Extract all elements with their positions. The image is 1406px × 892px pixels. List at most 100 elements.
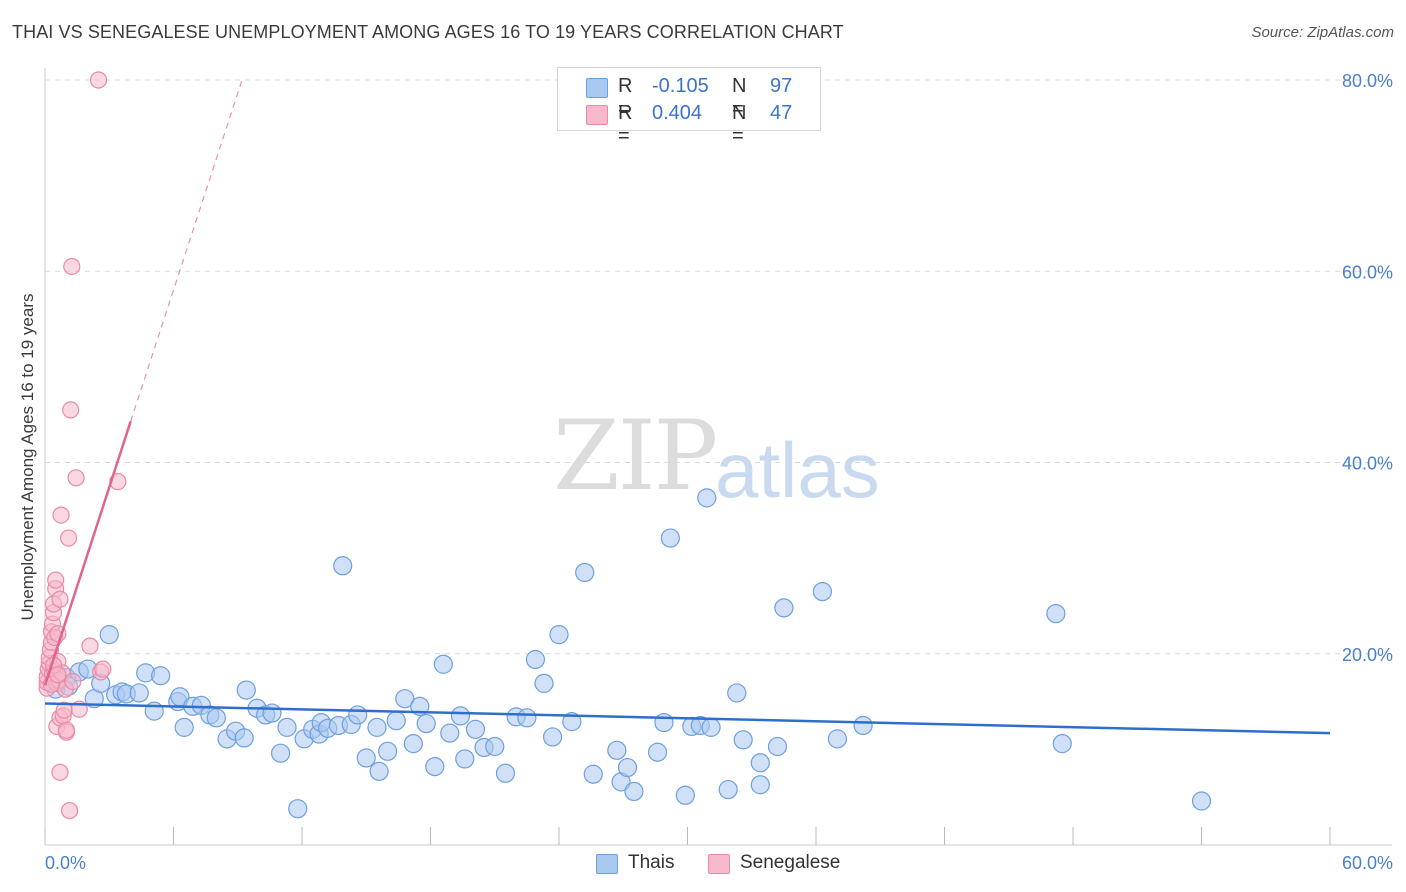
thais-point xyxy=(727,683,747,703)
thais-point xyxy=(206,708,226,728)
senegalese-trend-line xyxy=(43,420,132,686)
thais-point xyxy=(542,727,563,747)
senegalese-point xyxy=(52,506,70,524)
thais-point xyxy=(485,736,505,757)
thais-point xyxy=(583,764,603,784)
thais-point xyxy=(495,763,516,783)
thais-point xyxy=(465,719,486,739)
senegalese-point xyxy=(94,660,112,678)
thais-point xyxy=(234,728,254,748)
thais-point xyxy=(403,734,423,754)
legend-label-senegalese: Senegalese xyxy=(740,852,841,873)
thais-point xyxy=(455,749,475,769)
senegalese-point xyxy=(49,666,67,684)
thais-point xyxy=(425,756,445,777)
x-tick-label: 0.0% xyxy=(45,853,86,873)
y-tick-label: 80.0% xyxy=(1342,71,1393,91)
senegalese-point xyxy=(81,637,99,655)
senegalese-point xyxy=(57,721,76,739)
thais-point xyxy=(288,799,308,819)
senegalese-point xyxy=(64,672,82,691)
thais-point xyxy=(236,680,256,700)
thais-point xyxy=(617,757,638,778)
legend-label-thais: Thais xyxy=(628,852,675,873)
thais-point xyxy=(416,713,436,734)
x-tick-label: 60.0% xyxy=(1342,853,1393,873)
thais-point xyxy=(675,785,695,805)
thais-point xyxy=(433,654,453,674)
watermark-atlas: atlas xyxy=(715,426,880,514)
senegalese-trend-extension xyxy=(130,79,243,422)
thais-point xyxy=(827,729,848,749)
senegalese-point xyxy=(51,590,69,608)
senegalese-point xyxy=(89,71,108,89)
thais-point xyxy=(767,736,788,757)
thais-point xyxy=(378,741,398,761)
senegalese-point xyxy=(62,401,80,419)
thais-point xyxy=(386,711,406,731)
legend-r-label: R = xyxy=(618,102,633,147)
legend-n-label: N = xyxy=(732,75,747,120)
chart-title: THAI VS SENEGALESE UNEMPLOYMENT AMONG AG… xyxy=(12,22,844,42)
thais-point xyxy=(356,748,376,768)
thais-point xyxy=(277,717,297,737)
thais-point xyxy=(333,556,353,576)
thais-point xyxy=(647,742,668,762)
thais-point xyxy=(440,723,460,743)
thais-point xyxy=(1191,791,1212,811)
thais-swatch xyxy=(586,78,608,98)
thais-point xyxy=(525,649,546,670)
y-tick-label: 60.0% xyxy=(1342,262,1393,282)
thais-point xyxy=(562,712,582,732)
thais-point xyxy=(367,717,387,737)
thais-point xyxy=(774,598,794,618)
legend-r-value: -0.105 xyxy=(652,75,709,97)
thais-point xyxy=(129,683,149,703)
thais-point xyxy=(607,740,627,760)
senegalese-point xyxy=(47,571,65,589)
thais-swatch xyxy=(596,854,618,874)
legend-n-value: 97 xyxy=(770,75,793,97)
thais-point xyxy=(750,753,770,773)
thais-point xyxy=(534,673,554,693)
senegalese-point xyxy=(51,763,69,781)
legend-r-label: R = xyxy=(618,75,633,120)
thais-point xyxy=(348,705,368,725)
thais-point xyxy=(369,761,389,781)
thais-point xyxy=(718,779,738,800)
senegalese-point xyxy=(59,529,78,547)
thais-point xyxy=(1046,603,1066,624)
thais-point xyxy=(262,703,282,723)
thais-point xyxy=(450,706,471,726)
thais-point xyxy=(99,625,119,645)
thais-point xyxy=(517,708,537,728)
correlation-legend: R = -0.105 N = 97 R = 0.404 N = 47 xyxy=(557,67,821,147)
source-label: Source: ZipAtlas.com xyxy=(1251,24,1394,41)
y-tick-label: 20.0% xyxy=(1342,645,1393,665)
thais-point xyxy=(174,717,194,737)
thais-point xyxy=(395,689,415,709)
thais-point xyxy=(1052,734,1072,754)
senegalese-point xyxy=(67,469,85,487)
thais-point xyxy=(733,730,753,750)
thais-point xyxy=(624,781,644,802)
senegalese-point xyxy=(63,257,81,276)
thais-trend-line xyxy=(44,702,1331,735)
thais-point xyxy=(151,666,171,686)
legend-n-label: N = xyxy=(732,102,747,147)
thais-point xyxy=(853,715,873,736)
thais-point xyxy=(654,712,674,733)
watermark-zip: ZIP xyxy=(553,400,718,512)
thais-point xyxy=(697,488,717,508)
thais-point xyxy=(575,562,595,583)
thais-point xyxy=(701,717,721,737)
thais-point xyxy=(549,625,569,645)
thais-point xyxy=(750,775,770,795)
legend-n-value: 47 xyxy=(770,102,793,124)
legend-r-value: 0.404 xyxy=(652,102,703,124)
y-tick-label: 40.0% xyxy=(1342,454,1393,474)
senegalese-swatch xyxy=(586,105,608,125)
thais-point xyxy=(660,528,680,548)
thais-point xyxy=(270,743,291,763)
